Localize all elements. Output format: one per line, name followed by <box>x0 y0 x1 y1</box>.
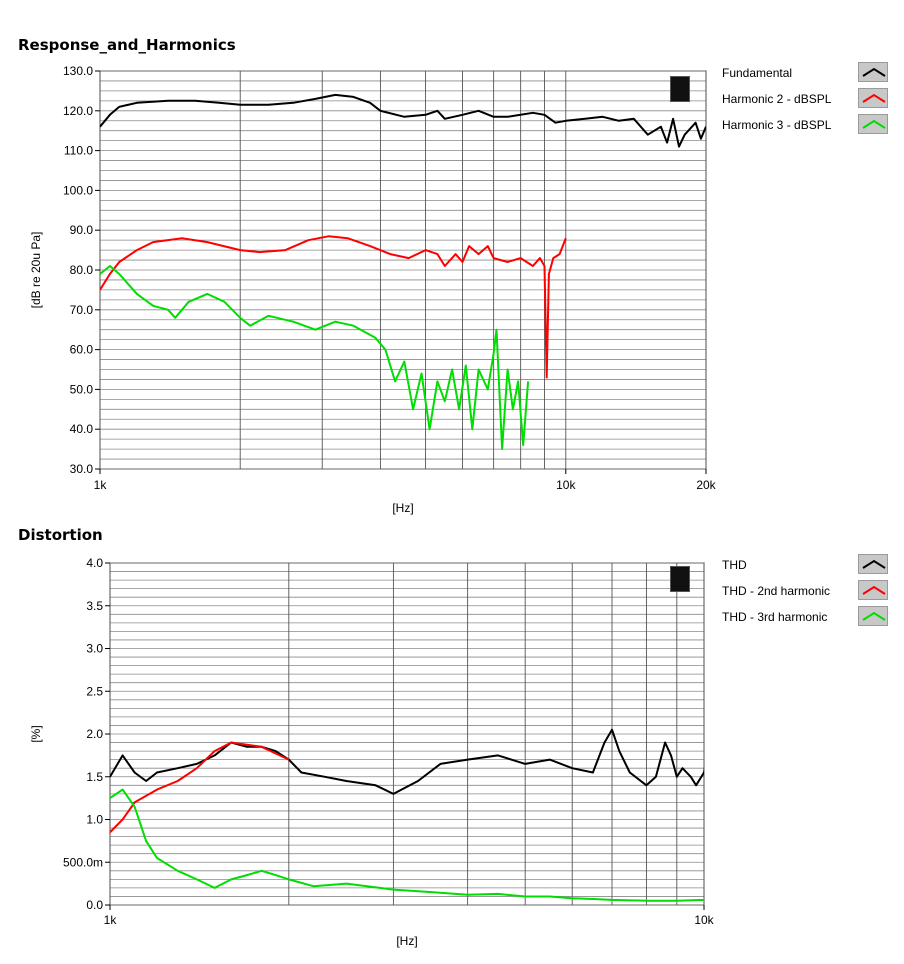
x-axis-label: [Hz] <box>392 501 413 515</box>
chart-1-plot: 30.0 40.0 50.0 60.0 70.0 80.0 90.0 100.0 110.0 12… <box>29 64 717 515</box>
legend-item[interactable]: THD - 3rd harmonic <box>722 606 892 636</box>
graph-palette-button-2[interactable] <box>670 566 690 592</box>
y-axis-label: [dB re 20u Pa] <box>29 232 43 309</box>
series-line-3 <box>110 788 704 902</box>
y-tick-label: 50.0 <box>70 382 94 396</box>
y-tick-label: 2.0 <box>86 727 103 741</box>
legend-item[interactable]: THD - 2nd harmonic <box>722 580 892 610</box>
y-tick-label: 60.0 <box>70 343 94 357</box>
legend-swatch-icon[interactable] <box>858 62 888 82</box>
legend-label: Harmonic 2 - dBSPL <box>722 92 832 106</box>
chart-1-title: Response_and_Harmonics <box>18 36 236 54</box>
y-tick-label: 4.0 <box>86 556 103 570</box>
legend-swatch-icon[interactable] <box>858 554 888 574</box>
y-tick-label: 110.0 <box>64 144 93 158</box>
legend-swatch-icon[interactable] <box>858 88 888 108</box>
x-tick-label: 20k <box>696 478 716 492</box>
x-axis-label: [Hz] <box>396 934 417 948</box>
chart-2-title: Distortion <box>18 526 103 544</box>
y-tick-label: 0.0 <box>86 898 103 912</box>
legend-label: THD <box>722 558 747 572</box>
y-tick-label: 130.0 <box>63 64 93 78</box>
legend-swatch-icon[interactable] <box>858 580 888 600</box>
y-tick-label: 80.0 <box>70 263 94 277</box>
legend-item[interactable]: Fundamental <box>722 62 892 92</box>
y-tick-label: 3.0 <box>86 642 103 656</box>
graph-palette-button-1[interactable] <box>670 76 690 102</box>
y-tick-label: 1.0 <box>86 813 103 827</box>
series-line-2 <box>110 741 290 834</box>
chart-1-legend: Fundamental Harmonic 2 - dBSPL Harmonic … <box>722 62 892 144</box>
y-tick-label: 70.0 <box>70 303 94 317</box>
x-tick-label: 10k <box>694 913 714 927</box>
legend-label: Harmonic 3 - dBSPL <box>722 118 832 132</box>
y-tick-label: 90.0 <box>70 223 94 237</box>
y-tick-label: 500.0m <box>63 855 103 869</box>
y-tick-label: 2.5 <box>86 684 103 698</box>
chart-2-legend: THD THD - 2nd harmonic THD - 3rd harmoni… <box>722 554 892 636</box>
y-tick-label: 30.0 <box>70 462 94 476</box>
legend-label: THD - 3rd harmonic <box>722 610 828 624</box>
y-tick-label: 3.5 <box>86 599 103 613</box>
x-tick-label: 10k <box>556 478 576 492</box>
legend-item[interactable]: Harmonic 2 - dBSPL <box>722 88 892 118</box>
y-tick-label: 1.5 <box>86 770 103 784</box>
legend-swatch-icon[interactable] <box>858 606 888 626</box>
plot-area <box>99 70 707 470</box>
legend-item[interactable]: Harmonic 3 - dBSPL <box>722 114 892 144</box>
series-line-1 <box>100 93 706 148</box>
series-line-1 <box>110 728 704 795</box>
legend-item[interactable]: THD <box>722 554 892 584</box>
x-tick-label: 1k <box>94 478 108 492</box>
y-tick-label: 100.0 <box>63 183 93 197</box>
y-axis-label: [%] <box>29 725 43 742</box>
x-tick-label: 1k <box>104 913 118 927</box>
y-tick-label: 120.0 <box>63 104 93 118</box>
legend-swatch-icon[interactable] <box>858 114 888 134</box>
legend-label: THD - 2nd harmonic <box>722 584 831 598</box>
series-line-3 <box>100 265 530 451</box>
y-tick-label: 40.0 <box>70 422 94 436</box>
plot-area <box>109 562 705 906</box>
series-line-2 <box>100 235 567 379</box>
legend-label: Fundamental <box>722 66 793 80</box>
